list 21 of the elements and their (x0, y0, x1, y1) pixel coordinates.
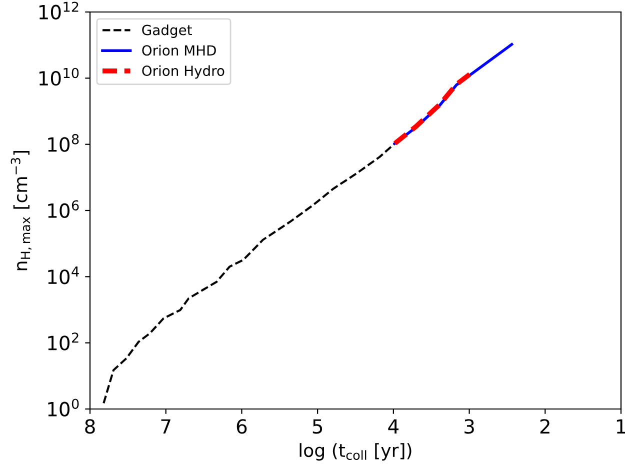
y-tick-label: 10$^{6}$ (48, 200, 79, 218)
x-tick-label: 1 (616, 419, 625, 434)
x-tick-label: 7 (161, 419, 170, 434)
y-tick-label: 10$^{10}$ (39, 68, 79, 86)
y-axis-title: n$_{H,max}$ [cm$^{−3}$] (10, 150, 32, 270)
x-tick-label: 2 (540, 419, 550, 434)
y-tick-label: 10$^{4}$ (48, 266, 79, 284)
y-tick-label: 10$^{8}$ (48, 134, 79, 152)
line-series (102, 142, 396, 404)
legend-label: Gadget (142, 24, 192, 38)
x-tick-label: 8 (85, 419, 95, 434)
y-tick-label: 10$^{12}$ (39, 2, 78, 20)
x-tick-label: 3 (464, 419, 474, 434)
legend-label: Orion MHD (142, 44, 216, 56)
x-tick-label: 4 (388, 419, 399, 434)
x-axis-title: log (t$_{coll}$ [yr]) (300, 443, 412, 461)
x-tick-label: 5 (312, 419, 322, 434)
x-tick-label: 6 (236, 419, 247, 434)
legend-label: Orion Hydro (142, 65, 224, 79)
y-tick-label: 10$^{0}$ (48, 398, 79, 417)
y-tick-label: 10$^{2}$ (48, 332, 78, 350)
